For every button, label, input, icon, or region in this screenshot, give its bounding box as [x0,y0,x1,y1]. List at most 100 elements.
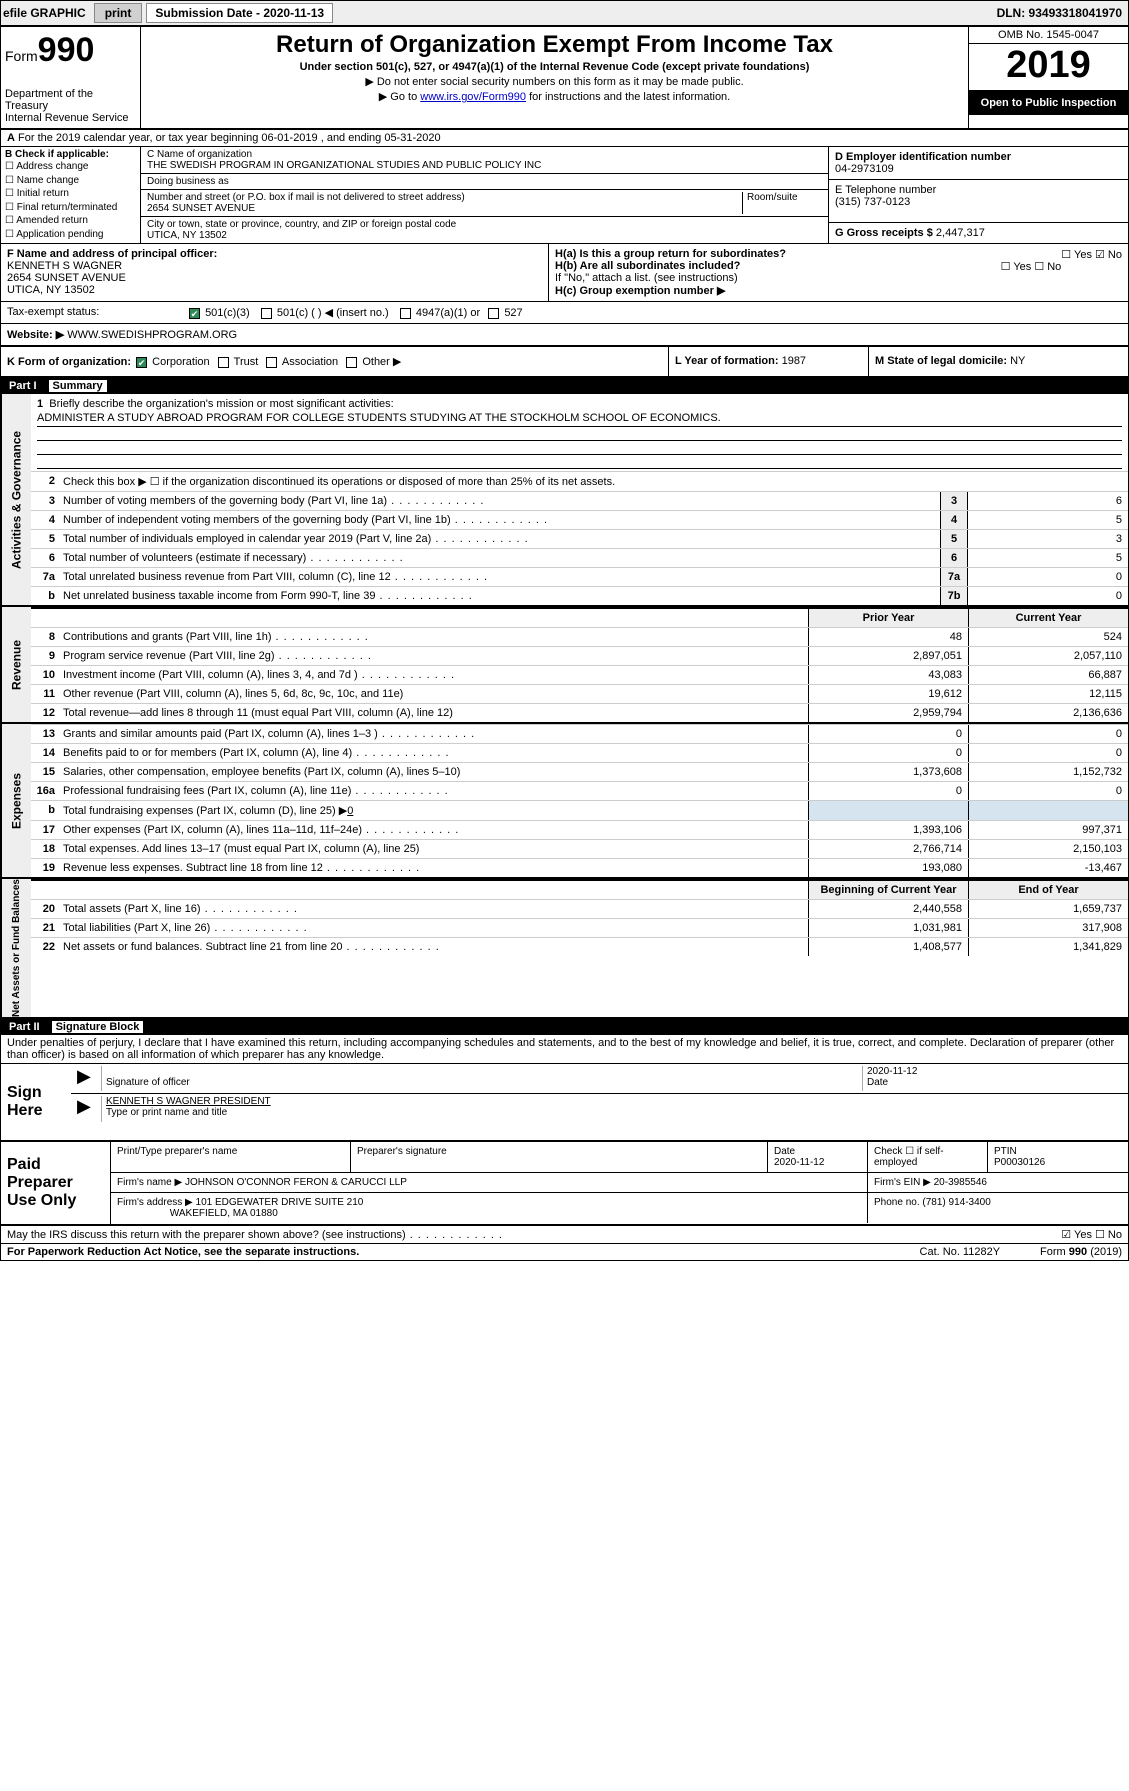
line-9: 9Program service revenue (Part VIII, lin… [31,646,1128,665]
l6-text: Total number of volunteers (estimate if … [59,549,940,567]
prior-year-hdr: Prior Year [808,609,968,627]
l20-curr: 1,659,737 [968,900,1128,918]
omb-number: OMB No. 1545-0047 [969,27,1128,44]
l7a-value: 0 [968,568,1128,586]
mission-blank1 [37,427,1122,441]
line-15: 15Salaries, other compensation, employee… [31,762,1128,781]
c-dba-row: Doing business as [141,174,828,190]
goto-post: for instructions and the latest informat… [526,91,730,103]
firm-ein-label: Firm's EIN ▶ [874,1177,931,1188]
sign-here-label: Sign Here [1,1064,71,1140]
k-label: K Form of organization: [7,356,131,368]
form-outer: Form990 Department of the Treasury Inter… [0,26,1129,1261]
net-body: Beginning of Current Year End of Year 20… [31,879,1128,1017]
prep-date: Date 2020-11-12 [768,1142,868,1172]
line-18: 18Total expenses. Add lines 13–17 (must … [31,839,1128,858]
d-gross: G Gross receipts $ 2,447,317 [829,222,1128,243]
l13-curr: 0 [968,725,1128,743]
l18-text: Total expenses. Add lines 13–17 (must eq… [59,840,808,858]
side-governance: Activities & Governance [1,394,31,605]
l17-text: Other expenses (Part IX, column (A), lin… [59,821,808,839]
ck-501c[interactable] [261,308,272,319]
l3-value: 6 [968,492,1128,510]
note-goto: ▶ Go to www.irs.gov/Form990 for instruct… [147,90,962,103]
opt-corp: Corporation [152,356,209,368]
opt-501c: 501(c) ( ) ◀ (insert no.) [277,307,389,319]
f-label: F Name and address of principal officer: [7,248,217,260]
l16b-val: 0 [347,805,353,817]
ck-name-change[interactable]: ☐ Name change [5,174,136,188]
firm-ein-value: 20-3985546 [934,1177,987,1188]
firm-ein-cell: Firm's EIN ▶ 20-3985546 [868,1173,1128,1192]
ck-corp[interactable]: ✔ [136,357,147,368]
hb-label: H(b) Are all subordinates included? [555,260,740,272]
sig-date-field: 2020-11-12 Date [862,1066,1122,1091]
goto-pre: ▶ Go to [379,91,420,103]
l5-value: 3 [968,530,1128,548]
l19-curr: -13,467 [968,859,1128,877]
end-year-hdr: End of Year [968,881,1128,899]
sig-arrow2-icon: ▶ [77,1096,97,1122]
irs-label: Internal Revenue Service [5,112,136,124]
ck-4947[interactable] [400,308,411,319]
ck-trust[interactable] [218,357,229,368]
l16a-prior: 0 [808,782,968,800]
ck-amended[interactable]: ☐ Amended return [5,214,136,228]
dln: DLN: 93493318041970 [997,6,1126,20]
line-4: 4Number of independent voting members of… [31,510,1128,529]
m-block: M State of legal domicile: NY [868,347,1128,376]
ck-app-pending[interactable]: ☐ Application pending [5,228,136,242]
officer-city: UTICA, NY 13502 [7,284,95,296]
ck-other[interactable] [346,357,357,368]
discuss-text: May the IRS discuss this return with the… [7,1229,503,1241]
hb-answer[interactable]: ☐ Yes ☐ No [1001,260,1062,273]
sig-officer-field[interactable]: Signature of officer [101,1066,862,1091]
print-button[interactable]: print [94,3,143,23]
ck-527[interactable] [488,308,499,319]
preparer-row: Print/Type preparer's name Preparer's si… [111,1142,1128,1173]
firm-name-row: Firm's name ▶ JOHNSON O'CONNOR FERON & C… [111,1173,1128,1193]
sig-name-row: ▶ KENNETH S WAGNER PRESIDENT Type or pri… [71,1094,1128,1124]
firm-phone-cell: Phone no. (781) 914-3400 [868,1193,1128,1223]
line-8: 8Contributions and grants (Part VIII, li… [31,627,1128,646]
l16b-prior [808,801,968,820]
dept-treasury: Department of the Treasury [5,88,136,112]
mission-blank3 [37,455,1122,469]
l4-value: 5 [968,511,1128,529]
firm-addr-label: Firm's address ▶ [117,1197,193,1208]
ck-address-change[interactable]: ☐ Address change [5,160,136,174]
ck-final-return[interactable]: ☐ Final return/terminated [5,201,136,215]
prep-name-label: Print/Type preparer's name [111,1142,351,1172]
sig-officer-label: Signature of officer [106,1077,190,1088]
ptin-label: PTIN [994,1146,1017,1157]
ck-501c3[interactable]: ✔ [189,308,200,319]
l12-text: Total revenue—add lines 8 through 11 (mu… [59,704,808,722]
part2-title: Signature Block [52,1021,144,1033]
l22-curr: 1,341,829 [968,938,1128,956]
l10-text: Investment income (Part VIII, column (A)… [59,666,808,684]
ck-assoc[interactable] [266,357,277,368]
tax-year: 2019 [969,44,1128,91]
row-i: Tax-exempt status: ✔ 501(c)(3) 501(c) ( … [1,302,1128,324]
net-head: Beginning of Current Year End of Year [31,879,1128,899]
line-16a: 16aProfessional fundraising fees (Part I… [31,781,1128,800]
revenue-body: Prior Year Current Year 8Contributions a… [31,607,1128,722]
line-17: 17Other expenses (Part IX, column (A), l… [31,820,1128,839]
hc-label: H(c) Group exemption number ▶ [555,285,725,297]
ck-initial-return[interactable]: ☐ Initial return [5,187,136,201]
street-value: 2654 SUNSET AVENUE [147,203,742,214]
prep-self-emp[interactable]: Check ☐ if self-employed [868,1142,988,1172]
irs-link[interactable]: www.irs.gov/Form990 [420,91,526,103]
ha-answer[interactable]: ☐ Yes ☑ No [1061,248,1122,261]
form-title: Return of Organization Exempt From Incom… [147,31,962,59]
l16a-curr: 0 [968,782,1128,800]
firm-name-cell: Firm's name ▶ JOHNSON O'CONNOR FERON & C… [111,1173,868,1192]
l21-curr: 317,908 [968,919,1128,937]
l14-prior: 0 [808,744,968,762]
line-16b: bTotal fundraising expenses (Part IX, co… [31,800,1128,820]
paid-right: Print/Type preparer's name Preparer's si… [111,1142,1128,1224]
k-block: K Form of organization: ✔ Corporation Tr… [1,347,668,376]
efile-label: efile GRAPHIC [3,6,86,20]
discuss-answer[interactable]: ☑ Yes ☐ No [1061,1228,1122,1241]
part1-num: Part I [9,380,49,392]
